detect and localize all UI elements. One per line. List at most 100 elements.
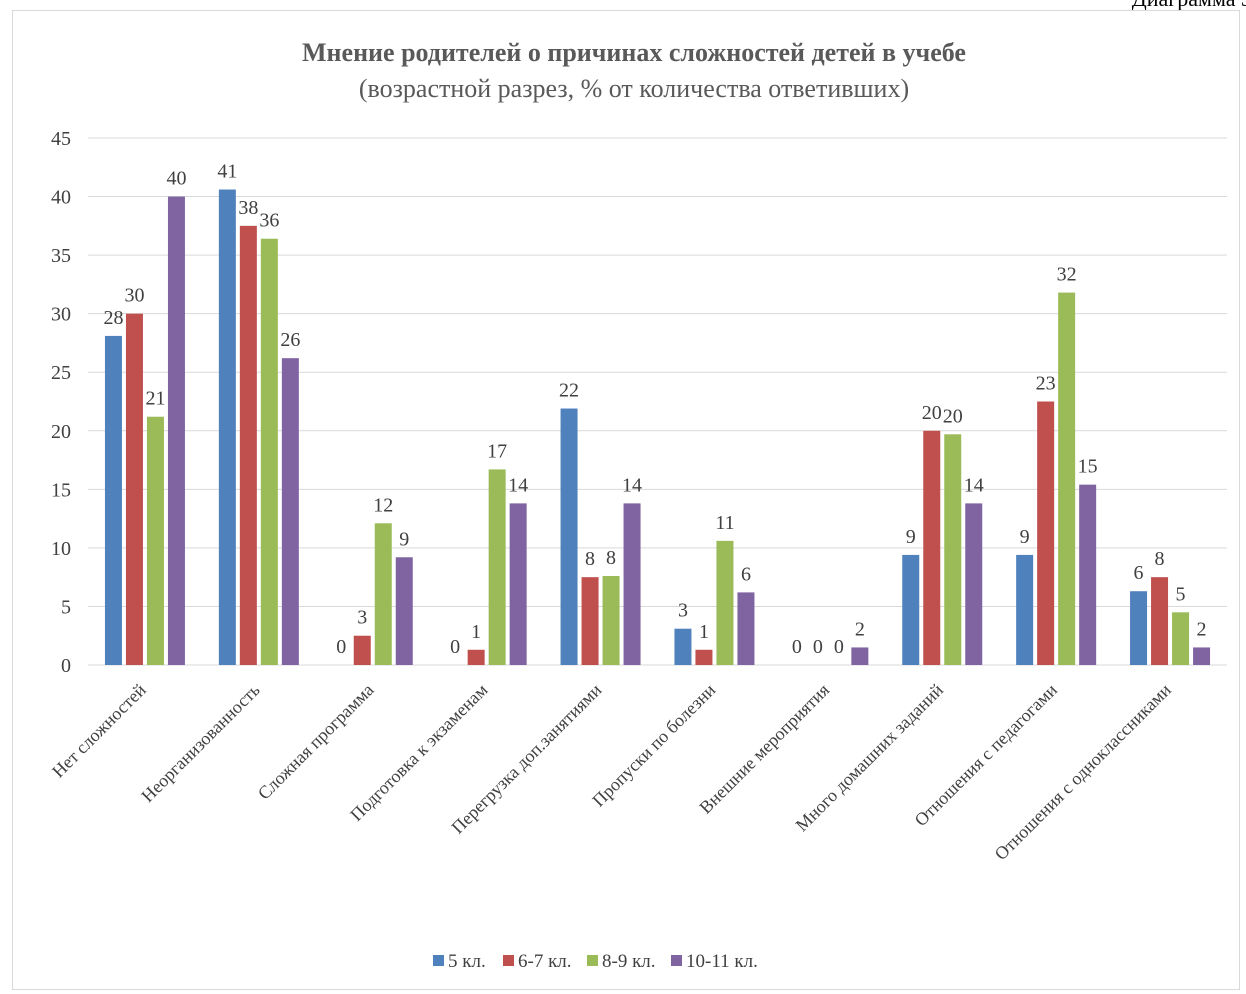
- bar: [1130, 591, 1148, 665]
- bar: [965, 503, 983, 665]
- legend-label: 8-9 кл.: [602, 951, 656, 972]
- bar: [695, 649, 713, 665]
- data-label: 12: [373, 494, 393, 516]
- bar: [218, 189, 236, 666]
- y-tick-label: 15: [51, 479, 71, 501]
- x-category-label: Пропуски по болезни: [588, 679, 719, 810]
- data-label: 38: [238, 197, 258, 219]
- bar: [1172, 612, 1190, 665]
- data-label: 0: [813, 636, 823, 658]
- bar: [944, 434, 962, 665]
- data-label: 40: [166, 168, 186, 190]
- x-category-label: Сложная программа: [254, 680, 378, 804]
- data-label: 17: [487, 440, 507, 462]
- bar: [1193, 647, 1211, 665]
- data-label: 22: [559, 380, 579, 402]
- data-label: 2: [855, 618, 865, 640]
- data-label: 8: [1155, 548, 1165, 570]
- x-category-label: Внешние мероприятия: [695, 680, 833, 818]
- data-label: 2: [1197, 618, 1207, 640]
- bar: [167, 196, 185, 666]
- legend: 5 кл. 6-7 кл. 8-9 кл. 10-11 кл.: [433, 951, 758, 972]
- y-tick-label: 45: [51, 128, 71, 150]
- data-label: 1: [699, 621, 709, 643]
- bar: [560, 408, 578, 665]
- data-label: 0: [336, 636, 346, 658]
- x-category-label: Нет сложностей: [48, 679, 150, 781]
- data-label: 9: [399, 528, 409, 550]
- bar: [716, 540, 734, 665]
- bar-chart: Мнение родителей о причинах сложностей д…: [48, 38, 1227, 972]
- x-category-label: Неорганизованность: [137, 680, 263, 806]
- bar: [467, 649, 485, 665]
- data-label: 36: [259, 210, 279, 232]
- bar: [104, 335, 122, 665]
- data-label: 14: [964, 474, 984, 496]
- data-label: 3: [678, 600, 688, 622]
- diagram-number-label: Диаграмма 3: [1132, 0, 1246, 12]
- data-label: 8: [585, 548, 595, 570]
- bar: [374, 523, 392, 665]
- chart-subtitle: (возрастной разрез, % от количества отве…: [359, 74, 909, 103]
- bar: [1037, 401, 1055, 665]
- bar: [923, 430, 941, 665]
- bar: [353, 635, 371, 665]
- bar: [146, 416, 164, 665]
- bar: [509, 503, 527, 665]
- data-label: 0: [792, 636, 802, 658]
- data-label: 26: [280, 329, 300, 351]
- y-tick-label: 40: [51, 187, 71, 209]
- data-label: 9: [906, 526, 916, 548]
- data-label: 6: [1134, 562, 1144, 584]
- data-label: 32: [1057, 264, 1077, 286]
- bar: [1151, 577, 1169, 665]
- data-label: 20: [922, 402, 942, 424]
- bar: [488, 469, 506, 665]
- y-tick-label: 20: [51, 421, 71, 443]
- bar: [581, 577, 599, 665]
- bar: [239, 225, 257, 666]
- x-axis-categories: Нет сложностейНеорганизованностьСложная …: [48, 679, 1175, 864]
- chart-title: Мнение родителей о причинах сложностей д…: [302, 38, 966, 67]
- legend-label: 5 кл.: [448, 951, 486, 972]
- bar: [260, 238, 278, 665]
- bar: [281, 358, 299, 665]
- data-label: 30: [124, 285, 144, 307]
- y-tick-label: 30: [51, 304, 71, 326]
- bar: [1079, 484, 1097, 665]
- y-tick-label: 10: [51, 538, 71, 560]
- data-label: 23: [1036, 373, 1056, 395]
- bar: [1058, 292, 1076, 665]
- data-label: 28: [103, 307, 123, 329]
- data-label: 20: [943, 405, 963, 427]
- legend-swatch: [587, 955, 598, 966]
- data-label: 21: [145, 388, 165, 410]
- data-label: 41: [217, 161, 237, 183]
- bar: [737, 592, 755, 665]
- bars: [104, 189, 1211, 666]
- y-axis-ticks: 0 5 10 15 20 25 30 35 40 45: [51, 128, 71, 677]
- data-label: 14: [622, 474, 642, 496]
- bar: [623, 503, 641, 665]
- chart-frame: Мнение родителей о причинах сложностей д…: [12, 10, 1240, 990]
- y-tick-label: 35: [51, 245, 71, 267]
- bar: [1016, 554, 1034, 665]
- data-label: 3: [357, 607, 367, 629]
- data-label: 6: [741, 563, 751, 585]
- bar: [674, 628, 692, 665]
- legend-label: 10-11 кл.: [686, 951, 758, 972]
- y-tick-label: 0: [61, 655, 71, 677]
- data-label: 11: [715, 512, 734, 534]
- legend-swatch: [433, 955, 444, 966]
- y-tick-label: 25: [51, 362, 71, 384]
- bar: [851, 647, 869, 665]
- bar: [602, 575, 620, 665]
- legend-label: 6-7 кл.: [518, 951, 572, 972]
- bar: [125, 313, 143, 665]
- data-label: 0: [450, 636, 460, 658]
- data-label: 5: [1176, 583, 1186, 605]
- bar: [902, 554, 920, 665]
- data-label: 1: [471, 621, 481, 643]
- bar: [395, 557, 413, 665]
